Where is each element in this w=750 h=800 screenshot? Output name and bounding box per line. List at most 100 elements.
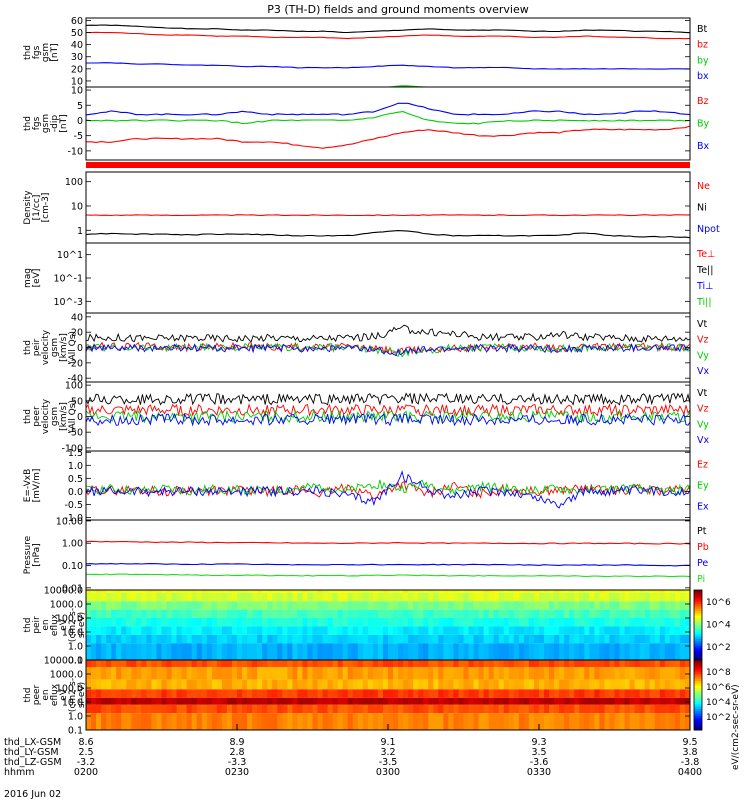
heatmap-cell bbox=[448, 592, 454, 602]
heatmap-cell bbox=[428, 713, 434, 730]
heatmap-cell bbox=[231, 667, 238, 680]
heatmap-cell bbox=[377, 592, 384, 602]
heatmap-cell bbox=[624, 713, 630, 730]
heatmap-cell bbox=[639, 618, 646, 627]
heatmap-cell bbox=[257, 634, 263, 644]
heatmap-cell bbox=[86, 704, 92, 714]
heatmap-cell bbox=[161, 634, 167, 644]
heatmap-cell bbox=[614, 643, 620, 660]
heatmap-cell bbox=[297, 590, 303, 593]
heatmap-cell bbox=[161, 660, 167, 667]
heatmap-cell bbox=[91, 634, 97, 644]
heatmap-cell bbox=[216, 713, 223, 730]
heatmap-cell bbox=[433, 626, 439, 635]
heatmap-cell bbox=[413, 618, 419, 627]
heatmap-cell bbox=[453, 667, 459, 680]
x-tick-label: 8.6 bbox=[78, 737, 93, 748]
heatmap-cell bbox=[463, 626, 469, 635]
heatmap-cell bbox=[231, 634, 238, 644]
heatmap-cell bbox=[649, 601, 656, 610]
heatmap-cell bbox=[136, 634, 142, 644]
heatmap-cell bbox=[468, 590, 474, 593]
heatmap-cell bbox=[292, 634, 298, 644]
heatmap-cell bbox=[352, 618, 359, 627]
heatmap-cell bbox=[438, 601, 444, 610]
heatmap-cell bbox=[292, 697, 298, 705]
heatmap-cell bbox=[579, 643, 585, 660]
heatmap-cell bbox=[257, 609, 263, 618]
heatmap-cell bbox=[453, 609, 459, 618]
heatmap-cell bbox=[518, 704, 525, 714]
heatmap-cell bbox=[539, 592, 545, 602]
heatmap-cell bbox=[463, 704, 469, 714]
heatmap-cell bbox=[569, 590, 575, 593]
heatmap-cell bbox=[302, 601, 308, 610]
heatmap-cell bbox=[629, 713, 636, 730]
heatmap-cell bbox=[393, 704, 399, 714]
colorbar-swatch bbox=[694, 604, 702, 607]
colorbar-swatch bbox=[694, 662, 702, 666]
heatmap-cell bbox=[599, 609, 605, 618]
heatmap-cell bbox=[116, 634, 122, 644]
heatmap-cell bbox=[644, 609, 651, 618]
colorbar-swatch bbox=[694, 671, 702, 675]
heatmap-cell bbox=[619, 697, 625, 705]
heatmap-cell bbox=[544, 634, 550, 644]
heatmap-cell bbox=[398, 713, 404, 730]
heatmap-cell bbox=[161, 697, 167, 705]
heatmap-cell bbox=[307, 704, 313, 714]
y-tick-label: 100 bbox=[65, 381, 83, 392]
heatmap-cell bbox=[398, 601, 404, 610]
heatmap-cell bbox=[116, 689, 122, 698]
heatmap-cell bbox=[267, 697, 273, 705]
heatmap-cell bbox=[91, 667, 97, 680]
heatmap-cell bbox=[493, 689, 500, 698]
heatmap-cell bbox=[302, 643, 308, 660]
heatmap-cell bbox=[574, 590, 580, 593]
heatmap-cell bbox=[277, 697, 283, 705]
heatmap-cell bbox=[166, 660, 172, 667]
heatmap-cell bbox=[539, 634, 545, 644]
heatmap-cell bbox=[372, 618, 379, 627]
heatmap-cell bbox=[649, 592, 656, 602]
heatmap-cell bbox=[141, 590, 147, 593]
heatmap-cell bbox=[312, 634, 318, 644]
heatmap-cell bbox=[473, 592, 479, 602]
heatmap-cell bbox=[463, 679, 469, 690]
colorbar-swatch bbox=[694, 615, 702, 619]
heatmap-cell bbox=[317, 634, 323, 644]
heatmap-cell bbox=[594, 626, 600, 635]
heatmap-cell bbox=[403, 679, 409, 690]
heatmap-cell bbox=[619, 660, 625, 667]
heatmap-cell bbox=[372, 679, 379, 690]
heatmap-cell bbox=[418, 713, 424, 730]
y-axis-label: (cm2-s- bbox=[68, 678, 78, 712]
heatmap-cell bbox=[448, 609, 454, 618]
heatmap-cell bbox=[528, 660, 535, 667]
heatmap-cell bbox=[624, 643, 630, 660]
heatmap-cell bbox=[91, 601, 97, 610]
legend-p6-Vx: Vx bbox=[697, 435, 709, 446]
heatmap-cell bbox=[599, 660, 605, 667]
heatmap-cell bbox=[684, 689, 691, 698]
heatmap-cell bbox=[252, 601, 258, 610]
heatmap-cell bbox=[297, 601, 303, 610]
heatmap-cell bbox=[403, 609, 409, 618]
heatmap-cell bbox=[564, 590, 570, 593]
heatmap-cell bbox=[589, 601, 595, 610]
heatmap-cell bbox=[247, 618, 253, 627]
heatmap-cell bbox=[574, 601, 580, 610]
heatmap-cell bbox=[282, 679, 288, 690]
heatmap-cell bbox=[448, 634, 454, 644]
heatmap-cell bbox=[181, 660, 188, 667]
legend-p1-by: by bbox=[697, 55, 709, 66]
heatmap-cell bbox=[619, 601, 625, 610]
heatmap-cell bbox=[211, 689, 218, 698]
heatmap-cell bbox=[186, 626, 193, 635]
heatmap-cell bbox=[488, 660, 495, 667]
heatmap-cell bbox=[463, 660, 469, 667]
heatmap-cell bbox=[644, 660, 651, 667]
heatmap-cell bbox=[216, 660, 223, 667]
heatmap-cell bbox=[624, 592, 630, 602]
heatmap-cell bbox=[116, 609, 122, 618]
